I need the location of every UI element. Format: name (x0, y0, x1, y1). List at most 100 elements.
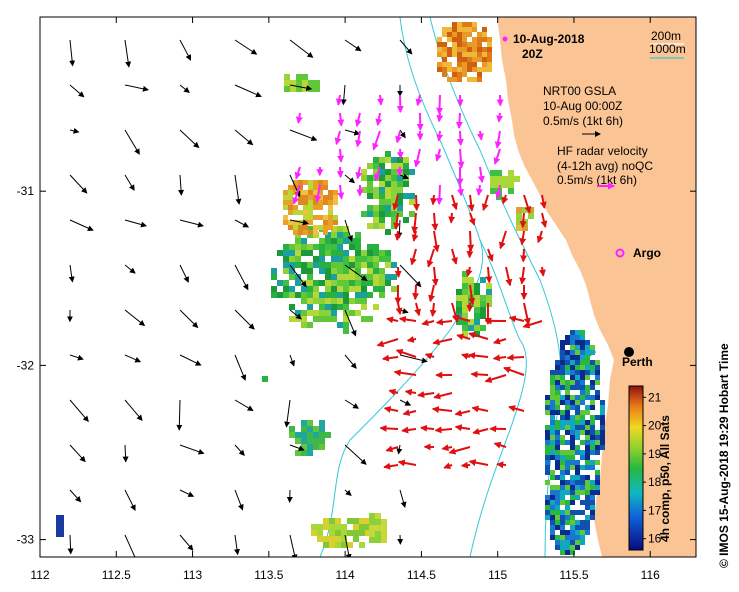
gsla-arrow (69, 354, 84, 361)
hf-arrow-noqc (337, 148, 345, 163)
sst-pixel (585, 340, 590, 345)
sst-pixel (397, 187, 403, 193)
sst-pixel (298, 230, 303, 235)
sst-pixel (343, 322, 349, 328)
gsla-arrow (284, 399, 291, 428)
sst-pixel (337, 298, 343, 304)
sst-pixel (580, 345, 585, 350)
sst-pixel (580, 490, 585, 495)
sst-pixel (570, 425, 575, 430)
sst-pixel (585, 420, 590, 425)
gsla-arrow (344, 219, 354, 242)
sst-pixel (486, 301, 492, 307)
sst-pixel (325, 280, 331, 286)
sst-pixel (397, 199, 403, 205)
hf-arrow (431, 406, 453, 414)
sst-pixel (565, 390, 570, 395)
hf-arrow-noqc (493, 148, 501, 165)
sst-pixel (457, 57, 462, 62)
sst-pixel (325, 268, 331, 274)
sst-pixel (595, 480, 600, 485)
sst-pixel (595, 475, 600, 480)
gsla-arrow (396, 444, 403, 455)
sst-pixel (595, 445, 600, 450)
sst-pixel (590, 370, 595, 375)
sst-pixel (437, 42, 442, 47)
sst-pixel (570, 480, 575, 485)
sst-pixel (550, 475, 555, 480)
sst-pixel (590, 395, 595, 400)
sst-pixel (545, 455, 550, 460)
sst-pixel (457, 67, 462, 72)
sst-pixel (462, 313, 468, 319)
gsla-arrow (69, 444, 86, 463)
sst-pixel (379, 205, 385, 211)
sst-pixel (381, 537, 387, 543)
sst-pixel (580, 480, 585, 485)
sst-pixel (343, 328, 349, 334)
sst-pixel (367, 163, 373, 169)
sst-pixel (482, 67, 487, 72)
sst-pixel (293, 205, 298, 210)
sst-pixel (580, 525, 585, 530)
hf-arrow (394, 230, 402, 241)
sst-pixel (565, 420, 570, 425)
sst-pixel (331, 280, 337, 286)
sst-pixel (337, 274, 343, 280)
sst-pixel (403, 217, 409, 223)
sst-pixel (289, 250, 295, 256)
sst-pixel (555, 450, 560, 455)
hf-radar-arrows-noqc (292, 94, 504, 205)
sst-pixel (474, 331, 480, 337)
sst-pixel (560, 465, 565, 470)
sst-pixel (337, 226, 343, 232)
sst-pixel (590, 400, 595, 405)
hf-arrow-noqc (374, 166, 381, 182)
sst-pixel (560, 550, 565, 555)
sst-pixel (565, 415, 570, 420)
sst-pixel (570, 550, 575, 555)
sst-pixel (323, 215, 328, 220)
sst-pixel (565, 395, 570, 400)
sst-pixel (575, 535, 580, 540)
sst-pixel (570, 530, 575, 535)
hf-arrow-noqc (335, 94, 343, 106)
gsla-arrow (344, 174, 356, 184)
sst-pixel (313, 316, 319, 322)
hf-arrow-noqc (354, 112, 362, 127)
sst-pixel (56, 515, 64, 537)
sst-pixel (298, 180, 303, 185)
sst-pixel (289, 316, 295, 322)
sst-pixel (600, 445, 605, 450)
gsla-arrow (179, 354, 202, 366)
sst-pixel (570, 365, 575, 370)
sst-pixel (293, 210, 298, 215)
sst-pixel (467, 57, 472, 62)
sst-pixel (580, 355, 585, 360)
sst-pixel (590, 505, 595, 510)
sst-pixel (385, 250, 391, 256)
sst-pixel (570, 330, 575, 335)
gsla-arrow (69, 174, 88, 194)
sst-pixel (283, 256, 289, 262)
sst-pixel (318, 225, 323, 230)
hf-arrow (398, 316, 417, 323)
gsla-arrow (124, 39, 132, 68)
sst-pixel (311, 530, 317, 536)
sst-pixel (329, 530, 335, 536)
sst-pixel (585, 505, 590, 510)
sst-pixel (528, 213, 534, 219)
sst-pixel (319, 268, 325, 274)
sst-pixel (560, 475, 565, 480)
sst-pixel (487, 62, 492, 67)
sst-pixel (555, 435, 560, 440)
sst-pixel (262, 376, 268, 382)
sst-pixel (560, 410, 565, 415)
hf-arrow (404, 388, 417, 396)
sst-pixel (367, 211, 373, 217)
sst-pixel (337, 292, 343, 298)
sst-pixel (555, 375, 560, 380)
sst-pixel (585, 385, 590, 390)
sst-pixel (289, 268, 295, 274)
sst-pixel (457, 52, 462, 57)
